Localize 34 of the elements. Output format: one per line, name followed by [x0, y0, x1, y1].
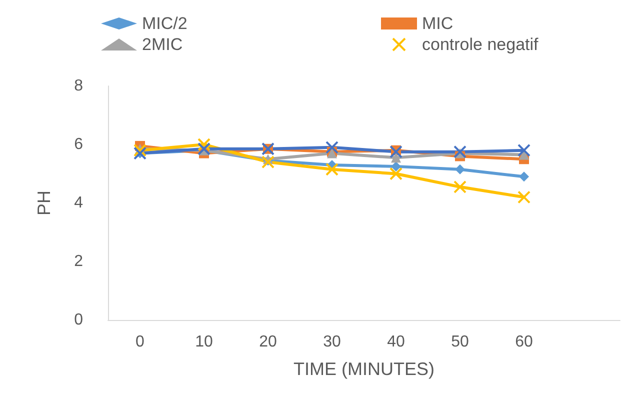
x-tick-label: 40	[387, 334, 405, 350]
legend-label: MIC	[422, 14, 454, 33]
x-tick-label: 50	[451, 334, 469, 350]
legend-label: 2MIC	[142, 35, 183, 54]
point	[454, 180, 466, 194]
y-tick-label: 4	[74, 194, 84, 212]
point	[134, 144, 146, 157]
y-tick-label: 0	[74, 312, 84, 328]
x-tick-label: 20	[259, 334, 277, 350]
point	[326, 162, 338, 176]
y-axis-title: PH	[34, 190, 54, 216]
point	[518, 144, 530, 157]
point	[455, 164, 465, 174]
point	[198, 138, 210, 151]
y-tick-label: 2	[74, 253, 84, 270]
point	[391, 161, 401, 172]
point	[198, 142, 210, 156]
x-tick-label: 30	[323, 334, 341, 350]
point	[390, 167, 402, 180]
point	[519, 172, 529, 182]
x-tick-label: 60	[515, 334, 533, 350]
point	[262, 156, 274, 169]
point	[390, 145, 402, 158]
y-tick-label: 8	[74, 78, 84, 94]
x-axis-title: TIME (MINUTES)	[294, 359, 434, 379]
point	[391, 152, 401, 163]
legend-label: MIC/2	[142, 14, 188, 33]
point	[326, 140, 338, 154]
point	[454, 145, 466, 158]
y-tick-label: 6	[74, 136, 84, 153]
x-tick-label: 10	[195, 334, 213, 350]
x-tick-label: 0	[136, 334, 145, 350]
point	[518, 190, 530, 204]
legend-label: controle negatif	[422, 35, 539, 54]
